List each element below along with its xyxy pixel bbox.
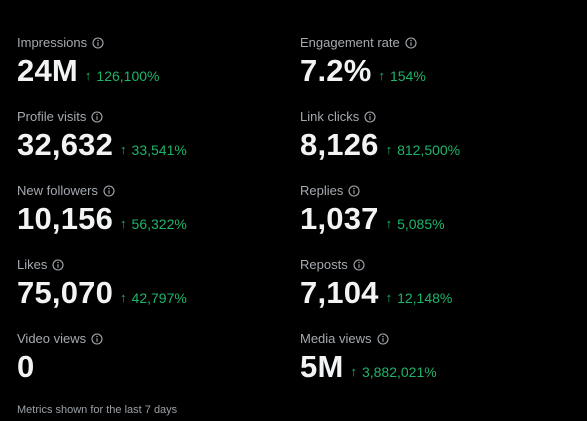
metric-engagement-rate: Engagement rate 7.2% ↑ 154% [300,35,570,89]
change-indicator: ↑ 3,882,021% [350,364,436,380]
change-percent: 126,100% [96,68,160,84]
change-percent: 5,085% [397,216,445,232]
change-percent: 33,541% [131,142,187,158]
info-icon[interactable] [91,111,103,123]
metric-value: 32,632 [17,127,114,162]
metric-value: 7.2% [300,53,372,88]
info-icon[interactable] [364,111,376,123]
info-icon[interactable] [91,333,103,345]
metric-reposts: Reposts 7,104 ↑ 12,148% [300,257,570,311]
info-icon[interactable] [353,259,365,271]
metric-label: Likes [17,257,48,272]
metric-value: 10,156 [17,201,114,236]
change-percent: 3,882,021% [361,364,437,380]
metric-new-followers: New followers 10,156 ↑ 56,322% [17,183,287,237]
metric-label: Engagement rate [300,35,400,50]
metric-impressions: Impressions 24M ↑ 126,100% [17,35,287,89]
change-percent: 154% [389,68,426,84]
change-percent: 42,797% [131,290,187,306]
metric-label: Media views [300,331,372,346]
metrics-footnote: Metrics shown for the last 7 days [17,404,178,416]
change-indicator: ↑ 812,500% [386,142,461,158]
metric-label: Impressions [17,35,88,50]
arrow-up-icon: ↑ [120,142,127,157]
metric-label: Link clicks [300,109,360,124]
metric-replies: Replies 1,037 ↑ 5,085% [300,183,570,237]
metric-value: 5M [300,349,344,384]
change-indicator: ↑ 42,797% [120,290,187,306]
info-icon[interactable] [405,37,417,49]
arrow-up-icon: ↑ [385,216,393,231]
arrow-up-icon: ↑ [84,68,92,83]
metric-value: 8,126 [300,127,379,162]
info-icon[interactable] [348,185,360,197]
change-percent: 56,322% [131,216,187,232]
change-indicator: ↑ 56,322% [120,216,187,232]
metric-value: 24M [17,53,78,88]
info-icon[interactable] [103,185,115,197]
metric-label: Reposts [300,257,348,272]
arrow-up-icon: ↑ [350,364,357,379]
metric-label: New followers [17,183,98,198]
arrow-up-icon: ↑ [120,216,127,231]
metric-value: 7,104 [300,275,379,310]
metric-value: 1,037 [300,201,379,236]
change-indicator: ↑ 12,148% [386,290,453,306]
metric-value: 75,070 [17,275,114,310]
info-icon[interactable] [376,333,389,345]
metric-video-views: Video views 0 [17,331,287,385]
metric-likes: Likes 75,070 ↑ 42,797% [17,257,287,311]
change-percent: 12,148% [397,290,453,306]
metric-profile-visits: Profile visits 32,632 ↑ 33,541% [17,109,287,163]
change-indicator: ↑ 154% [378,68,425,84]
metric-media-views: Media views 5M ↑ 3,882,021% [300,331,570,385]
arrow-up-icon: ↑ [385,290,393,305]
metric-label: Replies [300,183,344,198]
change-indicator: ↑ 33,541% [120,142,187,158]
metric-link-clicks: Link clicks 8,126 ↑ 812,500% [300,109,570,163]
arrow-up-icon: ↑ [385,142,393,157]
metric-value: 0 [17,349,35,384]
arrow-up-icon: ↑ [120,290,127,305]
change-indicator: ↑ 126,100% [85,68,160,84]
info-icon[interactable] [92,37,104,49]
change-percent: 812,500% [397,142,461,158]
metric-label: Video views [17,331,87,346]
arrow-up-icon: ↑ [378,68,385,83]
metric-label: Profile visits [17,109,87,124]
info-icon[interactable] [52,259,64,271]
change-indicator: ↑ 5,085% [386,216,445,232]
